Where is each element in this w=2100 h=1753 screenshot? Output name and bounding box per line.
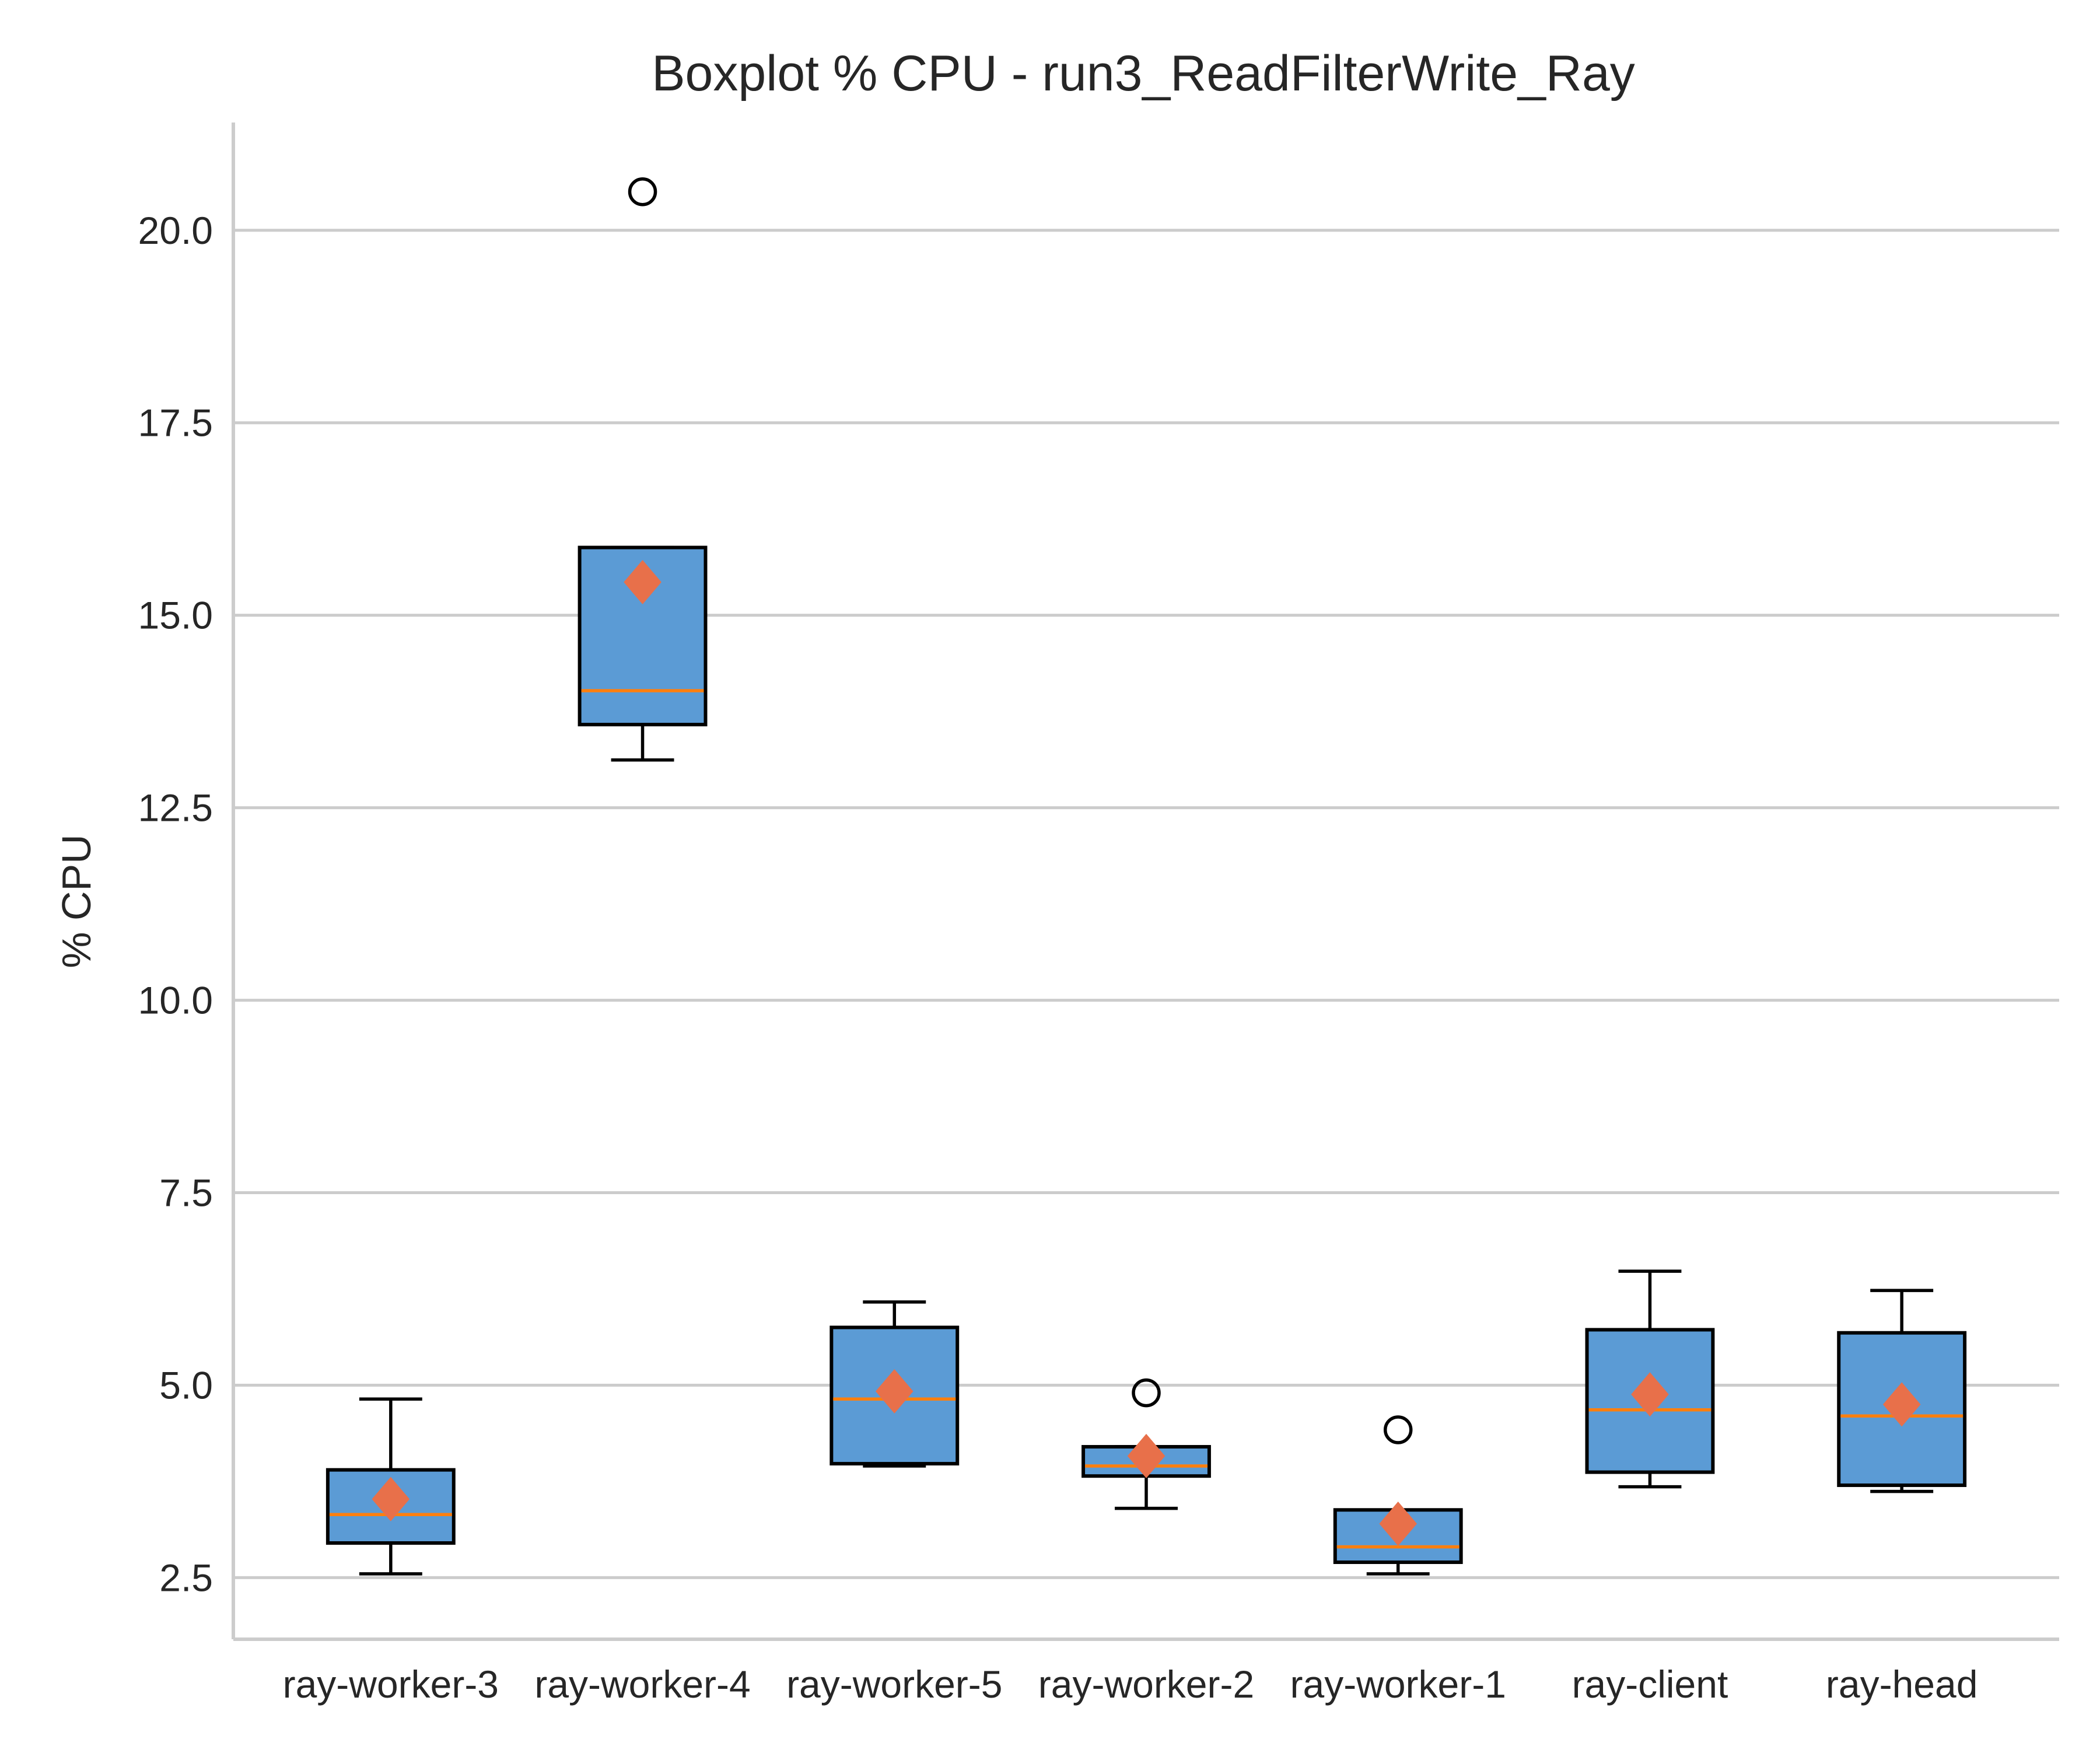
x-tick-label: ray-client <box>1572 1663 1728 1706</box>
y-tick-label: 2.5 <box>159 1556 213 1599</box>
mean-marker <box>624 559 662 604</box>
x-tick-label: ray-worker-2 <box>1038 1663 1254 1706</box>
mean-marker <box>875 1369 914 1414</box>
box-ray-head <box>1837 1289 1967 1493</box>
mean-marker <box>1127 1433 1166 1478</box>
y-axis-label: % CPU <box>54 834 99 968</box>
outlier-point <box>1383 1415 1413 1444</box>
grid-lines <box>233 229 2059 1579</box>
mean-marker <box>372 1476 410 1521</box>
y-tick-label: 10.0 <box>138 979 213 1022</box>
x-tick-label: ray-worker-5 <box>786 1663 1002 1706</box>
x-tick-label: ray-worker-4 <box>534 1663 750 1706</box>
y-tick-label: 12.5 <box>138 786 213 830</box>
y-tick-label: 5.0 <box>159 1363 213 1406</box>
x-tick-labels: ray-worker-3 ray-worker-4 ray-worker-5 ray-… <box>283 1663 1978 1706</box>
boxes <box>326 177 1967 1576</box>
mean-marker <box>1882 1382 1921 1427</box>
box-ray-worker-4 <box>578 177 708 762</box>
mean-marker <box>1631 1372 1669 1417</box>
outlier-point <box>1132 1378 1161 1408</box>
box-ray-client <box>1585 1269 1715 1489</box>
y-tick-label: 17.5 <box>138 401 213 445</box>
box-ray-worker-3 <box>326 1397 456 1576</box>
chart-title: Boxplot % CPU - run3_ReadFilterWrite_Ray <box>652 46 1635 102</box>
x-tick-label: ray-worker-1 <box>1290 1663 1506 1706</box>
x-tick-label: ray-head <box>1826 1663 1978 1706</box>
box-ray-worker-5 <box>830 1300 960 1468</box>
outlier-point <box>628 177 657 207</box>
axes-spines <box>232 123 2059 1641</box>
y-tick-label: 20.0 <box>138 209 213 252</box>
y-tick-labels: 2.5 5.0 7.5 10.0 12.5 15.0 17.5 20.0 <box>138 209 213 1600</box>
box-ray-worker-2 <box>1082 1378 1211 1510</box>
box-ray-worker-1 <box>1333 1415 1463 1576</box>
x-tick-label: ray-worker-3 <box>283 1663 499 1706</box>
y-tick-label: 7.5 <box>159 1171 213 1215</box>
mean-marker <box>1379 1502 1418 1546</box>
y-tick-label: 15.0 <box>138 594 213 637</box>
